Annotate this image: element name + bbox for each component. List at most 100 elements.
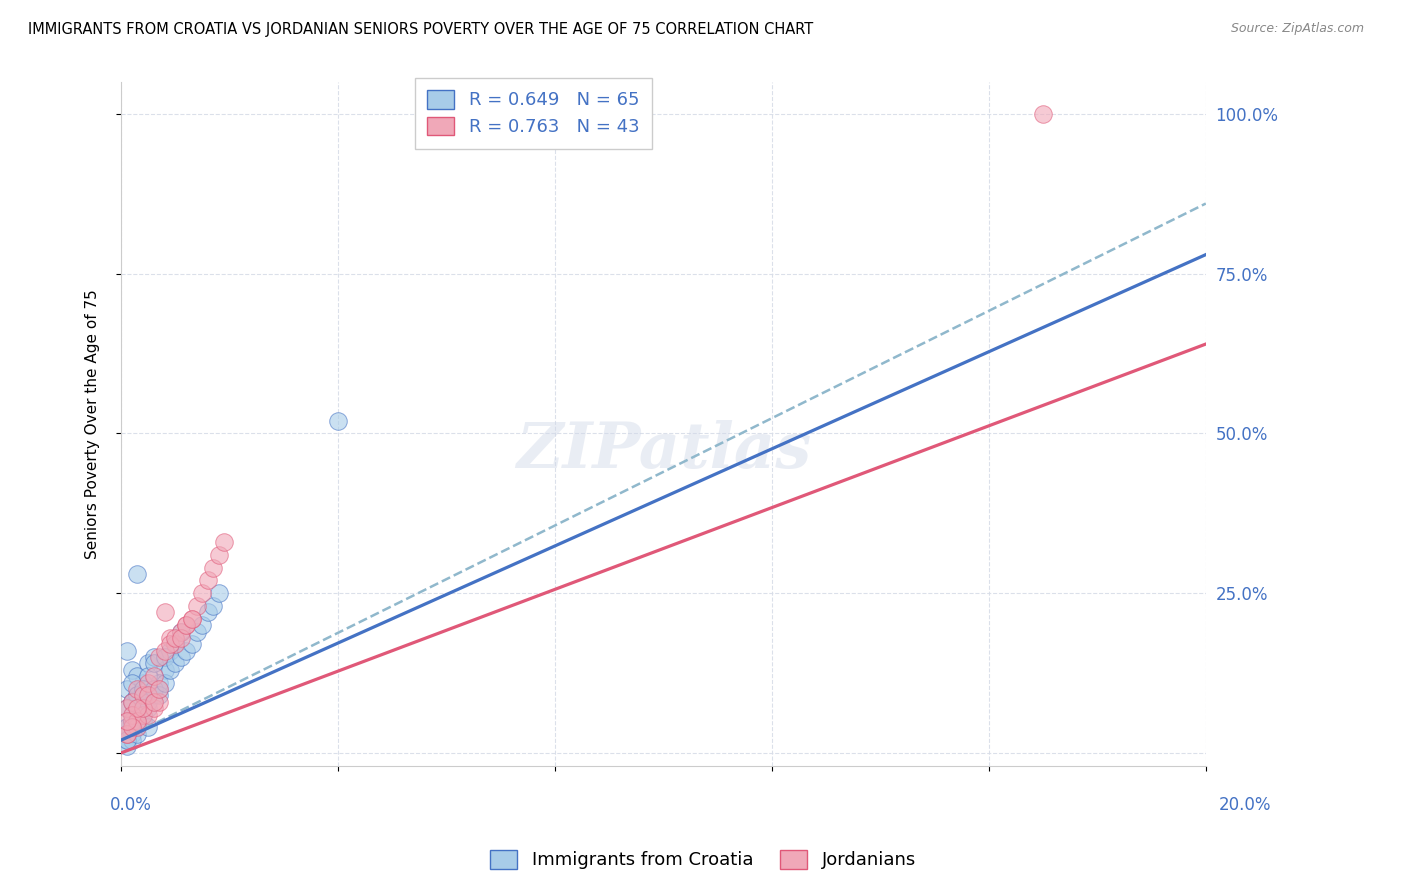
Point bbox=[142, 650, 165, 665]
Point bbox=[115, 739, 138, 754]
Point bbox=[159, 631, 181, 645]
Point bbox=[115, 727, 138, 741]
Point bbox=[132, 714, 155, 728]
Point bbox=[153, 643, 176, 657]
Point bbox=[153, 675, 176, 690]
Point bbox=[121, 714, 143, 728]
Point bbox=[142, 689, 165, 703]
Point bbox=[170, 624, 193, 639]
Point bbox=[132, 675, 155, 690]
Point bbox=[186, 624, 208, 639]
Point bbox=[121, 707, 143, 722]
Point bbox=[127, 720, 149, 734]
Point bbox=[115, 733, 138, 747]
Point bbox=[127, 701, 149, 715]
Point bbox=[170, 624, 193, 639]
Point bbox=[136, 695, 159, 709]
Point bbox=[159, 663, 181, 677]
Text: 20.0%: 20.0% bbox=[1219, 797, 1271, 814]
Point bbox=[165, 637, 187, 651]
Point bbox=[115, 720, 138, 734]
Point bbox=[142, 701, 165, 715]
Point bbox=[132, 707, 155, 722]
Point bbox=[132, 689, 155, 703]
Point bbox=[191, 586, 214, 600]
Point bbox=[121, 695, 143, 709]
Point bbox=[127, 669, 149, 683]
Point bbox=[174, 618, 197, 632]
Point bbox=[127, 681, 149, 696]
Point bbox=[142, 669, 165, 683]
Point bbox=[174, 618, 197, 632]
Point bbox=[186, 599, 208, 613]
Point bbox=[127, 689, 149, 703]
Point bbox=[121, 695, 143, 709]
Point bbox=[153, 605, 176, 619]
Point bbox=[153, 663, 176, 677]
Point bbox=[136, 701, 159, 715]
Legend: R = 0.649   N = 65, R = 0.763   N = 43: R = 0.649 N = 65, R = 0.763 N = 43 bbox=[415, 78, 652, 149]
Point bbox=[115, 727, 138, 741]
Point bbox=[121, 707, 143, 722]
Point bbox=[132, 707, 155, 722]
Point bbox=[127, 714, 149, 728]
Point bbox=[202, 599, 225, 613]
Point bbox=[121, 675, 143, 690]
Point bbox=[115, 714, 138, 728]
Point bbox=[148, 681, 170, 696]
Point bbox=[136, 675, 159, 690]
Point bbox=[127, 714, 149, 728]
Point bbox=[115, 701, 138, 715]
Text: ZIPatlas: ZIPatlas bbox=[516, 420, 811, 482]
Point bbox=[136, 707, 159, 722]
Point bbox=[136, 669, 159, 683]
Point bbox=[326, 414, 349, 428]
Point bbox=[1032, 107, 1054, 121]
Point bbox=[136, 657, 159, 671]
Point bbox=[127, 707, 149, 722]
Point bbox=[180, 637, 202, 651]
Point bbox=[121, 720, 143, 734]
Point bbox=[142, 657, 165, 671]
Point bbox=[115, 727, 138, 741]
Point bbox=[132, 695, 155, 709]
Point bbox=[115, 720, 138, 734]
Point bbox=[127, 567, 149, 582]
Point bbox=[121, 714, 143, 728]
Point bbox=[159, 643, 181, 657]
Point bbox=[136, 720, 159, 734]
Point bbox=[148, 650, 170, 665]
Point bbox=[121, 714, 143, 728]
Point bbox=[132, 681, 155, 696]
Point bbox=[148, 695, 170, 709]
Text: Source: ZipAtlas.com: Source: ZipAtlas.com bbox=[1230, 22, 1364, 36]
Point bbox=[136, 689, 159, 703]
Point bbox=[197, 574, 219, 588]
Point bbox=[197, 605, 219, 619]
Point bbox=[121, 695, 143, 709]
Point bbox=[142, 681, 165, 696]
Point bbox=[115, 681, 138, 696]
Point bbox=[170, 631, 193, 645]
Point bbox=[127, 689, 149, 703]
Point bbox=[208, 548, 231, 562]
Point bbox=[165, 631, 187, 645]
Point bbox=[191, 618, 214, 632]
Point bbox=[153, 650, 176, 665]
Point bbox=[121, 727, 143, 741]
Point bbox=[121, 733, 143, 747]
Point bbox=[142, 695, 165, 709]
Point bbox=[202, 560, 225, 574]
Point bbox=[127, 727, 149, 741]
Point bbox=[115, 701, 138, 715]
Point bbox=[115, 733, 138, 747]
Legend: Immigrants from Croatia, Jordanians: Immigrants from Croatia, Jordanians bbox=[481, 841, 925, 879]
Text: 0.0%: 0.0% bbox=[110, 797, 152, 814]
Point bbox=[127, 720, 149, 734]
Point bbox=[115, 727, 138, 741]
Point bbox=[165, 637, 187, 651]
Point bbox=[148, 689, 170, 703]
Point bbox=[180, 612, 202, 626]
Point bbox=[208, 586, 231, 600]
Y-axis label: Seniors Poverty Over the Age of 75: Seniors Poverty Over the Age of 75 bbox=[86, 289, 100, 558]
